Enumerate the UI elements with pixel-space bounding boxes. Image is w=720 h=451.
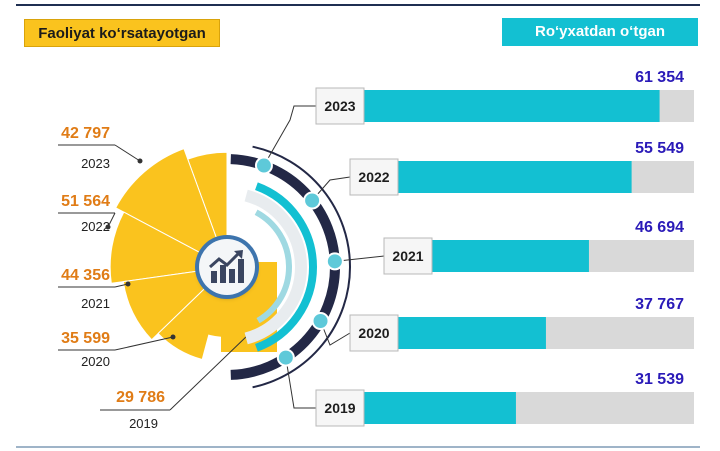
active-value-2023: 42 797 xyxy=(61,125,110,142)
active-value-2020: 35 599 xyxy=(61,330,110,347)
bar-2019 xyxy=(364,392,516,424)
active-value-2021: 44 356 xyxy=(61,267,110,284)
growth-chart-glyph xyxy=(209,250,244,283)
inner-ring-light xyxy=(244,189,307,345)
year-box-2021 xyxy=(383,237,433,275)
active-value-2019: 29 786 xyxy=(116,389,165,406)
bar-value-2022: 55 549 xyxy=(635,140,684,157)
year-box-2019 xyxy=(315,389,365,427)
active-leader-line xyxy=(114,144,141,162)
ring-dot-2022 xyxy=(303,191,322,210)
outermost-ring-line xyxy=(252,145,351,389)
active-year-2021: 2021 xyxy=(81,296,110,311)
active-year-2022: 2022 xyxy=(81,219,110,234)
growth-chart-icon xyxy=(199,239,255,295)
active-year-2020: 2020 xyxy=(81,354,110,369)
fan-slice-2020 xyxy=(122,266,229,341)
registered-legend-label: Ro‘yxatdan o‘tgan xyxy=(502,18,698,46)
bar-2023 xyxy=(364,90,660,122)
bar-year-label-2022: 2022 xyxy=(358,169,389,185)
active-value-2022: 51 564 xyxy=(61,193,110,210)
bar-year-label-2019: 2019 xyxy=(324,400,355,416)
bar-year-label-2020: 2020 xyxy=(358,325,389,341)
active-leader-dot xyxy=(125,281,131,287)
connector-line xyxy=(263,105,316,166)
active-leader-dot xyxy=(105,224,111,230)
year-box-2023 xyxy=(315,87,365,125)
active-legend-label: Faoliyat ko‘rsatayotgan xyxy=(24,19,220,47)
top-rule xyxy=(16,4,700,6)
active-year-2023: 2023 xyxy=(81,156,110,171)
fan-slice-2022 xyxy=(115,147,228,269)
ring-dot-2023 xyxy=(254,156,273,175)
active-leader-line xyxy=(169,334,249,411)
connector-line xyxy=(311,176,351,201)
bar-value-2021: 46 694 xyxy=(635,219,684,236)
bar-2020 xyxy=(398,317,546,349)
active-leader-line xyxy=(107,212,116,228)
bar-year-label-2021: 2021 xyxy=(392,248,423,264)
bar-value-2020: 37 767 xyxy=(635,296,684,313)
connector-line xyxy=(285,357,316,409)
bar-2021 xyxy=(432,240,589,272)
bar-year-label-2023: 2023 xyxy=(324,98,355,114)
bar-2022 xyxy=(398,161,632,193)
year-box-2020 xyxy=(349,314,399,352)
inner-ring-teal xyxy=(254,209,292,324)
fan-slice-2021 xyxy=(109,211,229,284)
bottom-rule xyxy=(16,446,700,448)
active-leader-line xyxy=(114,336,174,351)
middle-ring-teal xyxy=(255,182,317,352)
active-year-2019: 2019 xyxy=(129,416,158,431)
ring-dot-2020 xyxy=(311,312,330,330)
ring-dot-2019 xyxy=(276,348,295,367)
active-leader-dot xyxy=(170,334,176,340)
ring-dot-2021 xyxy=(325,252,344,271)
year-box-2022 xyxy=(349,158,399,196)
bar-value-2019: 31 539 xyxy=(635,371,684,388)
active-leader-dot xyxy=(137,158,143,164)
bar-value-2023: 61 354 xyxy=(635,69,684,86)
